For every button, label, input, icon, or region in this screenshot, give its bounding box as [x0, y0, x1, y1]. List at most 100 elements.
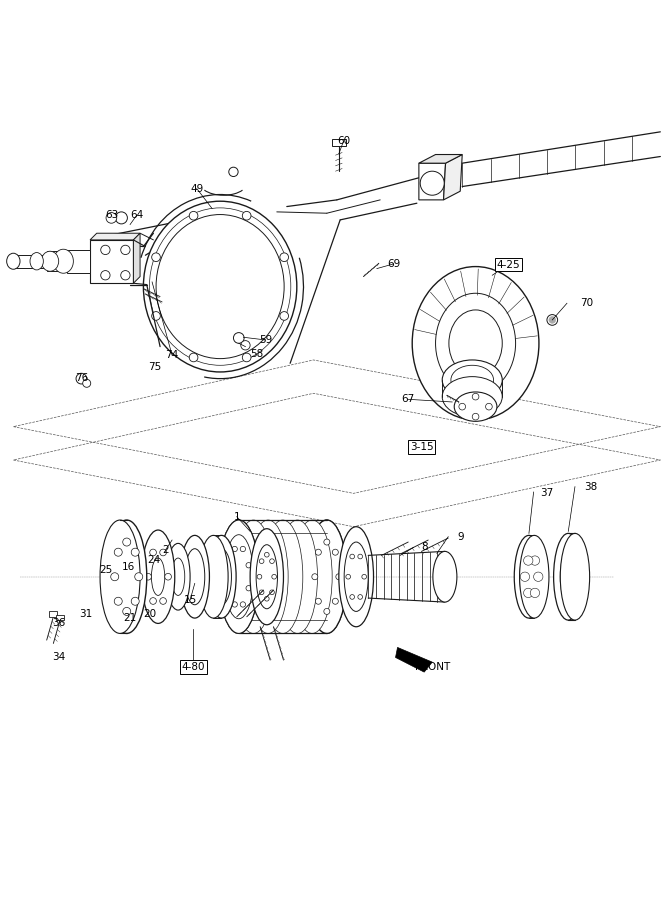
Text: 36: 36 [52, 618, 65, 628]
Text: 31: 31 [79, 609, 92, 619]
Ellipse shape [520, 550, 538, 603]
Text: 2: 2 [162, 545, 169, 555]
Text: 1: 1 [233, 512, 240, 522]
Ellipse shape [53, 249, 73, 274]
Text: 37: 37 [540, 488, 554, 498]
Ellipse shape [233, 520, 273, 634]
Circle shape [189, 353, 198, 362]
Polygon shape [133, 233, 140, 284]
Ellipse shape [339, 526, 374, 626]
Circle shape [121, 245, 130, 255]
Circle shape [226, 586, 231, 591]
Ellipse shape [433, 552, 457, 602]
Circle shape [530, 556, 540, 565]
Circle shape [160, 598, 167, 604]
Polygon shape [444, 155, 462, 200]
Text: 63: 63 [105, 211, 119, 220]
Circle shape [232, 602, 237, 608]
Circle shape [323, 539, 329, 545]
Circle shape [486, 403, 492, 410]
Ellipse shape [436, 293, 516, 393]
Circle shape [520, 572, 530, 581]
Circle shape [101, 271, 110, 280]
Circle shape [115, 212, 127, 224]
Ellipse shape [166, 544, 190, 610]
Circle shape [246, 562, 251, 568]
Ellipse shape [454, 392, 497, 421]
Ellipse shape [219, 520, 259, 634]
Polygon shape [419, 155, 462, 163]
Circle shape [145, 573, 151, 580]
Ellipse shape [420, 171, 444, 195]
Text: 69: 69 [387, 259, 400, 269]
Text: 34: 34 [52, 652, 65, 662]
Text: 58: 58 [250, 349, 263, 359]
Text: 4-80: 4-80 [181, 662, 205, 671]
Text: 64: 64 [130, 211, 143, 220]
Text: 24: 24 [147, 555, 160, 565]
Circle shape [111, 572, 119, 580]
Text: 38: 38 [584, 482, 597, 492]
Text: 25: 25 [99, 565, 112, 575]
Circle shape [257, 574, 261, 579]
Ellipse shape [30, 253, 43, 270]
Circle shape [151, 253, 160, 262]
Ellipse shape [514, 536, 544, 618]
Ellipse shape [560, 534, 590, 620]
Text: 74: 74 [165, 350, 179, 360]
Ellipse shape [256, 544, 277, 608]
Polygon shape [67, 250, 90, 274]
Circle shape [534, 572, 543, 581]
Circle shape [336, 573, 342, 580]
Circle shape [240, 602, 245, 608]
Ellipse shape [156, 214, 284, 358]
Circle shape [280, 311, 289, 320]
Text: 75: 75 [148, 363, 161, 373]
Ellipse shape [449, 310, 502, 376]
Ellipse shape [185, 549, 205, 605]
Text: 9: 9 [457, 532, 464, 542]
Polygon shape [56, 615, 64, 620]
Ellipse shape [307, 520, 347, 634]
Circle shape [524, 556, 533, 565]
Circle shape [358, 595, 363, 599]
Circle shape [323, 608, 329, 615]
Ellipse shape [248, 520, 288, 634]
Text: 67: 67 [402, 394, 415, 404]
Circle shape [472, 393, 479, 400]
Circle shape [101, 245, 110, 255]
Polygon shape [49, 611, 57, 616]
Ellipse shape [41, 251, 59, 271]
Circle shape [459, 403, 466, 410]
Circle shape [229, 167, 238, 176]
Text: 20: 20 [143, 609, 156, 619]
Circle shape [123, 608, 131, 616]
Circle shape [547, 315, 558, 325]
Text: 60: 60 [337, 136, 350, 146]
Circle shape [264, 597, 269, 601]
Circle shape [121, 271, 130, 280]
Circle shape [272, 574, 276, 579]
Circle shape [259, 590, 264, 595]
Circle shape [240, 546, 245, 552]
Circle shape [350, 595, 355, 599]
Circle shape [280, 253, 289, 262]
Ellipse shape [307, 520, 347, 634]
Circle shape [311, 573, 317, 580]
Circle shape [264, 553, 269, 557]
Ellipse shape [554, 534, 583, 620]
Ellipse shape [277, 520, 317, 634]
Polygon shape [90, 233, 140, 240]
Circle shape [131, 548, 139, 556]
Ellipse shape [292, 520, 332, 634]
Circle shape [114, 548, 122, 556]
Ellipse shape [263, 520, 303, 634]
Polygon shape [396, 647, 432, 672]
Polygon shape [332, 140, 346, 146]
Ellipse shape [199, 536, 228, 618]
Text: 49: 49 [190, 184, 203, 194]
Text: 76: 76 [75, 373, 88, 383]
Ellipse shape [219, 520, 259, 634]
Polygon shape [419, 163, 446, 200]
Text: FRONT: FRONT [415, 662, 450, 671]
